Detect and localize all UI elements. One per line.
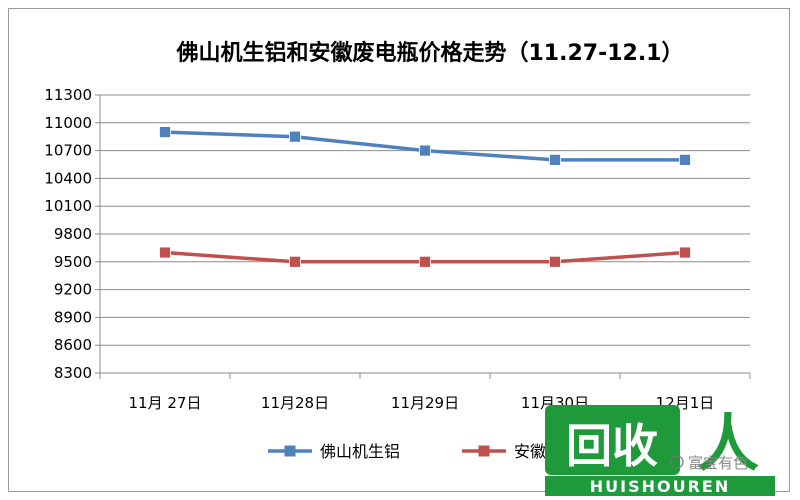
- legend-marker: [284, 445, 296, 457]
- y-tick-label: 10700: [44, 142, 92, 160]
- wechat-icon: [670, 455, 684, 469]
- data-point: [159, 246, 171, 259]
- chart-title: 佛山机生铝和安徽废电瓶价格走势（11.27-12.1）: [175, 40, 683, 66]
- y-tick-label: 9200: [54, 281, 92, 299]
- y-tick-label: 9800: [54, 225, 92, 243]
- gridlines: [100, 94, 750, 374]
- data-point: [159, 126, 171, 138]
- y-tick-label: 10400: [44, 169, 92, 187]
- data-point: [679, 246, 691, 259]
- series-lines: [159, 126, 691, 268]
- data-point: [679, 153, 691, 166]
- x-tick-label: 11月 27日: [129, 394, 202, 412]
- y-tick-labels: 8300 8600 8900 9200 9500 9800 10100 10400 10700 1…: [44, 86, 92, 382]
- data-point: [549, 255, 561, 268]
- data-point: [289, 130, 301, 143]
- y-tick-label: 11300: [44, 86, 92, 104]
- data-point: [549, 153, 561, 166]
- y-tick-label: 8300: [54, 364, 92, 382]
- watermark-brand-band: [545, 476, 775, 496]
- x-tick-label: 11月28日: [261, 394, 329, 412]
- watermark-wechat-text: 富宝有色: [688, 454, 748, 472]
- y-tick-label: 9500: [54, 253, 92, 271]
- watermark-brand-text: HUISHOUREN: [590, 477, 730, 496]
- y-tick-label: 8600: [54, 336, 92, 354]
- watermark-logo-box: [545, 405, 680, 475]
- data-point: [289, 255, 301, 268]
- data-point: [419, 255, 431, 268]
- data-point: [419, 144, 431, 157]
- y-tick-label: 10100: [44, 197, 92, 215]
- axes: [95, 94, 751, 379]
- y-tick-label: 8900: [54, 308, 92, 326]
- watermark-logo-text: 回收: [566, 419, 658, 473]
- y-tick-label: 11000: [44, 114, 92, 132]
- legend-marker: [478, 445, 490, 457]
- watermark-logo-figure: 人: [697, 407, 759, 480]
- legend-label: 佛山机生铝: [320, 442, 400, 461]
- x-tick-label: 11月29日: [391, 394, 459, 412]
